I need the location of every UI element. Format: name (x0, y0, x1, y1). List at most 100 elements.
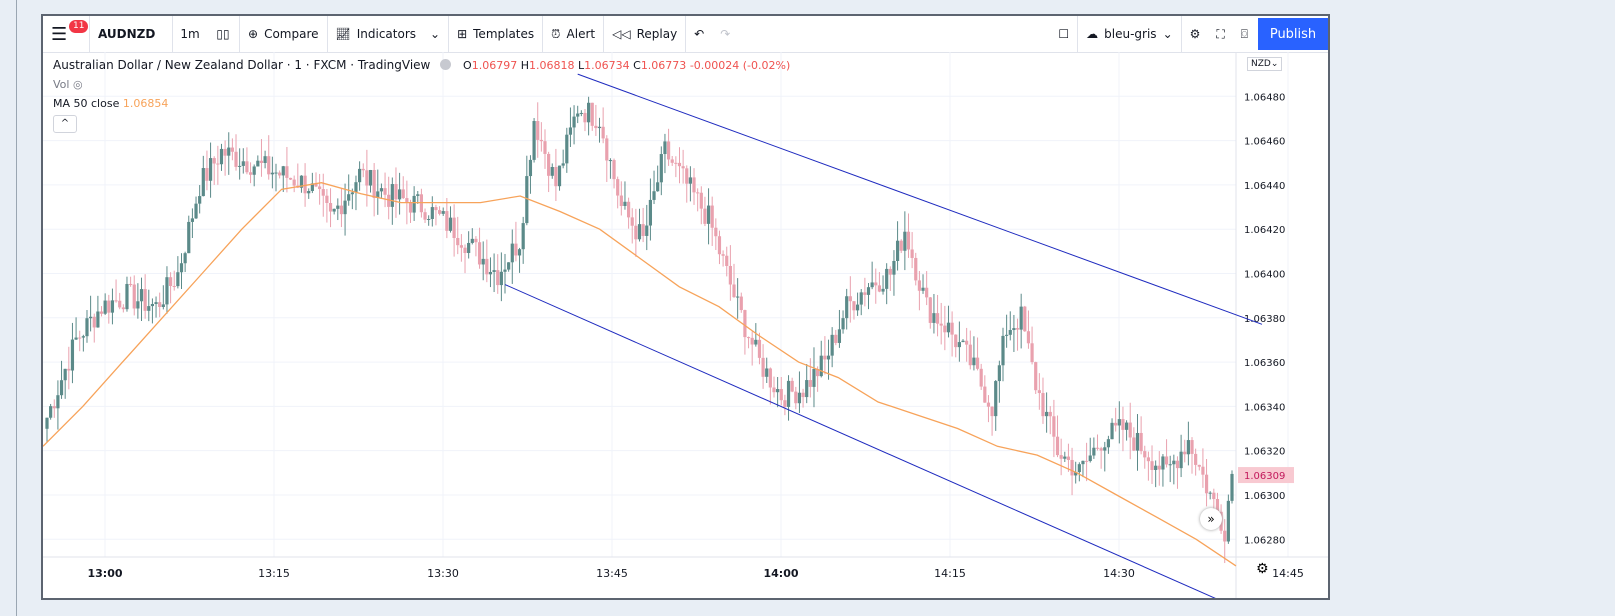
candle-body (1095, 447, 1100, 449)
candle-body (412, 195, 416, 213)
candle-body (1212, 492, 1216, 500)
channel-lower-line (504, 284, 1216, 598)
candle-body (979, 368, 983, 387)
candle-body (307, 190, 311, 194)
notification-badge: 11 (69, 20, 89, 33)
candle-body (405, 198, 409, 203)
candle-body (696, 192, 700, 194)
candle-body (1201, 466, 1205, 475)
compare-button[interactable]: ⊕ Compare (240, 16, 327, 52)
scroll-right-button[interactable]: » (1200, 508, 1222, 530)
candle-body (1215, 499, 1220, 512)
candle-body (278, 172, 282, 176)
candle-body (74, 337, 78, 340)
undo-button[interactable]: ↶ (686, 16, 712, 52)
candle-body (877, 285, 882, 292)
eye-dot-icon[interactable] (440, 59, 452, 70)
candle-body (848, 296, 852, 302)
candle-body (1099, 448, 1103, 451)
chart-type-button[interactable]: ▯▯ (207, 16, 239, 52)
high-value: 1.06818 (528, 59, 575, 72)
candle-body (387, 194, 391, 207)
settings-button[interactable]: ⚙ (1182, 16, 1209, 52)
chevron-up-icon: ^ (60, 118, 70, 129)
low-value: 1.06734 (584, 59, 630, 72)
last-price-label: 1.06309 (1244, 471, 1285, 482)
candle-body (608, 160, 613, 162)
redo-button[interactable]: ↷ (712, 16, 738, 52)
candle-body (561, 163, 565, 166)
candle-body (550, 167, 554, 176)
candle-body (983, 386, 987, 403)
layout-button[interactable]: ☐ (1050, 16, 1077, 52)
snapshot-button[interactable]: ⌼ (1233, 16, 1256, 52)
candle-body (147, 306, 151, 311)
replay-button[interactable]: ◁◁ Replay (604, 16, 685, 52)
currency-selector[interactable]: NZD⌄ (1247, 57, 1283, 71)
theme-dropdown[interactable]: ☁︎ bleu-gris ⌄ (1078, 16, 1180, 52)
candle-body (1063, 456, 1067, 459)
candle-body (950, 322, 954, 335)
candle-body (248, 172, 253, 175)
eye-off-icon[interactable]: ◎ (72, 78, 83, 91)
candle-body (1052, 416, 1056, 437)
candle-body (961, 340, 965, 343)
x-tick-label: 14:00 (763, 567, 798, 580)
candle-body (70, 339, 75, 371)
candle-body (1226, 500, 1230, 542)
candle-body (1059, 455, 1063, 459)
candle-body (394, 184, 398, 200)
interval-button[interactable]: 1m (180, 27, 200, 41)
candle-body (528, 159, 533, 177)
candle-body (1041, 393, 1045, 417)
candle-body (96, 311, 100, 328)
candle-body (118, 300, 122, 308)
menu-button[interactable]: ☰ 11 (43, 16, 89, 52)
candle-body (994, 381, 998, 417)
candle-body (56, 395, 60, 409)
change-value: -0.00024 (-0.02%) (689, 59, 791, 72)
candle-body (190, 218, 194, 222)
candle-body (1023, 306, 1027, 332)
candle-body (587, 102, 591, 123)
candle-body (503, 269, 507, 272)
candle-body (1001, 335, 1005, 366)
indicators-button[interactable]: 📈︎ Indicators ⌄ (328, 16, 449, 52)
price-chart[interactable]: 1.06480 1.06460 1.06440 1.06420 1.06400 1.063… (43, 16, 1328, 598)
candle-body (416, 194, 420, 196)
candle-body (1114, 422, 1118, 426)
candle-body (1183, 451, 1187, 455)
time-axis-settings-button[interactable]: ⚙ (1256, 561, 1269, 577)
candle-body (1135, 432, 1140, 451)
candle-body (626, 201, 631, 218)
candle-body (823, 355, 827, 360)
candle-body (1026, 331, 1031, 344)
y-tick-label: 1.06320 (1244, 447, 1285, 458)
candle-body (776, 389, 780, 393)
publish-button[interactable]: Publish (1258, 18, 1328, 50)
fullscreen-button[interactable]: ⛶ (1208, 16, 1232, 52)
templates-icon: ⊞ (457, 27, 468, 41)
candle-body (601, 126, 605, 139)
candle-body (45, 417, 49, 429)
candle-body (1030, 343, 1034, 363)
candle-body (49, 406, 53, 418)
symbol-search[interactable]: AUDNZD (98, 27, 156, 41)
candle-body (99, 311, 104, 314)
double-chevron-right-icon: » (1207, 512, 1215, 526)
candle-body (659, 154, 663, 183)
indicators-label: Indicators (356, 27, 417, 41)
open-label: O (463, 59, 472, 72)
candle-body (783, 400, 787, 407)
candle-body (597, 126, 602, 129)
candle-body (1045, 411, 1049, 417)
candle-body (205, 168, 209, 181)
candle-body (481, 258, 485, 265)
candle-body (652, 191, 656, 200)
candle-body (1230, 473, 1234, 501)
collapse-legend-button[interactable]: ^ (53, 115, 77, 133)
templates-button[interactable]: ⊞ Templates (449, 16, 542, 52)
candle-body (645, 225, 649, 236)
alert-button[interactable]: ⏰︎ Alert (543, 16, 603, 52)
candle-body (408, 202, 413, 213)
